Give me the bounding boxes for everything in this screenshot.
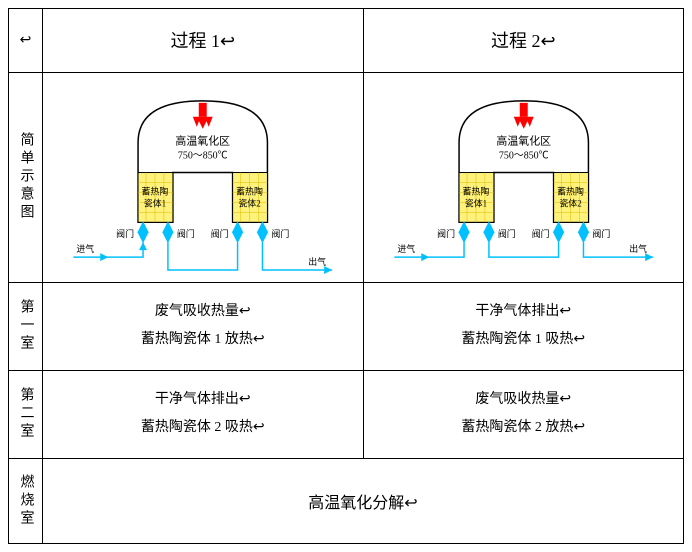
svg-text:出气: 出气 bbox=[629, 243, 647, 254]
svg-text:阀门: 阀门 bbox=[177, 228, 195, 239]
svg-text:阀门: 阀门 bbox=[592, 228, 610, 239]
row-header-diagram: 简单示意图 bbox=[9, 72, 43, 282]
svg-text:瓷体1: 瓷体1 bbox=[464, 197, 486, 208]
svg-text:阀门: 阀门 bbox=[531, 228, 549, 239]
svg-text:瓷体1: 瓷体1 bbox=[144, 197, 166, 208]
svg-text:蓄热陶: 蓄热陶 bbox=[462, 185, 489, 196]
corner-cell: ↩ bbox=[9, 9, 43, 73]
col-header-process2: 过程 2↩ bbox=[363, 9, 684, 73]
svg-text:阀门: 阀门 bbox=[271, 228, 289, 239]
svg-text:瓷体2: 瓷体2 bbox=[238, 197, 260, 208]
svg-text:蓄热陶: 蓄热陶 bbox=[142, 185, 169, 196]
valves-p1: 阀门 阀门 阀门 阀门 bbox=[116, 222, 289, 242]
ceramic-body-2: 蓄热陶 瓷体2 bbox=[233, 172, 268, 222]
row-header-second: 第二室 bbox=[9, 370, 43, 458]
first-chamber-p1: 废气吸收热量↩蓄热陶瓷体 1 放热↩ bbox=[43, 282, 364, 370]
outlet-label: 出气 bbox=[308, 256, 326, 267]
second-chamber-p2: 废气吸收热量↩蓄热陶瓷体 2 放热↩ bbox=[363, 370, 684, 458]
combustion-cell: 高温氧化分解↩ bbox=[43, 458, 684, 543]
diagram-process2: 高温氧化区 750～850℃ 蓄热陶 瓷体1 蓄热陶 瓷体2 bbox=[363, 72, 684, 282]
svg-text:蓄热陶: 蓄热陶 bbox=[557, 185, 584, 196]
svg-text:瓷体2: 瓷体2 bbox=[559, 197, 581, 208]
oxid-zone-label: 高温氧化区 bbox=[175, 133, 230, 147]
svg-text:进气: 进气 bbox=[397, 243, 415, 254]
pipes-p1: 进气 出气 bbox=[73, 242, 332, 274]
svg-text:蓄热陶: 蓄热陶 bbox=[236, 185, 263, 196]
col-header-process1: 过程 1↩ bbox=[43, 9, 364, 73]
diagram-process1: 高温氧化区 750～850℃ 蓄热陶 瓷体1 蓄热陶 瓷体2 bbox=[43, 72, 364, 282]
row-header-first: 第一室 bbox=[9, 282, 43, 370]
svg-text:阀门: 阀门 bbox=[437, 228, 455, 239]
ceramic-body-1: 蓄热陶 瓷体1 bbox=[138, 172, 173, 222]
svg-text:阀门: 阀门 bbox=[497, 228, 515, 239]
second-chamber-p1: 干净气体排出↩蓄热陶瓷体 2 吸热↩ bbox=[43, 370, 364, 458]
svg-text:高温氧化区: 高温氧化区 bbox=[496, 133, 551, 147]
process-table: ↩ 过程 1↩ 过程 2↩ 简单示意图 高温氧化区 750～850℃ 蓄热陶 瓷… bbox=[8, 8, 684, 544]
oxid-temp-label: 750～850℃ bbox=[178, 150, 228, 161]
inlet-label: 进气 bbox=[76, 243, 94, 254]
row-header-combustion: 燃烧室 bbox=[9, 458, 43, 543]
svg-text:750～850℃: 750～850℃ bbox=[498, 150, 548, 161]
first-chamber-p2: 干净气体排出↩蓄热陶瓷体 1 吸热↩ bbox=[363, 282, 684, 370]
svg-text:阀门: 阀门 bbox=[211, 228, 229, 239]
svg-text:阀门: 阀门 bbox=[116, 228, 134, 239]
